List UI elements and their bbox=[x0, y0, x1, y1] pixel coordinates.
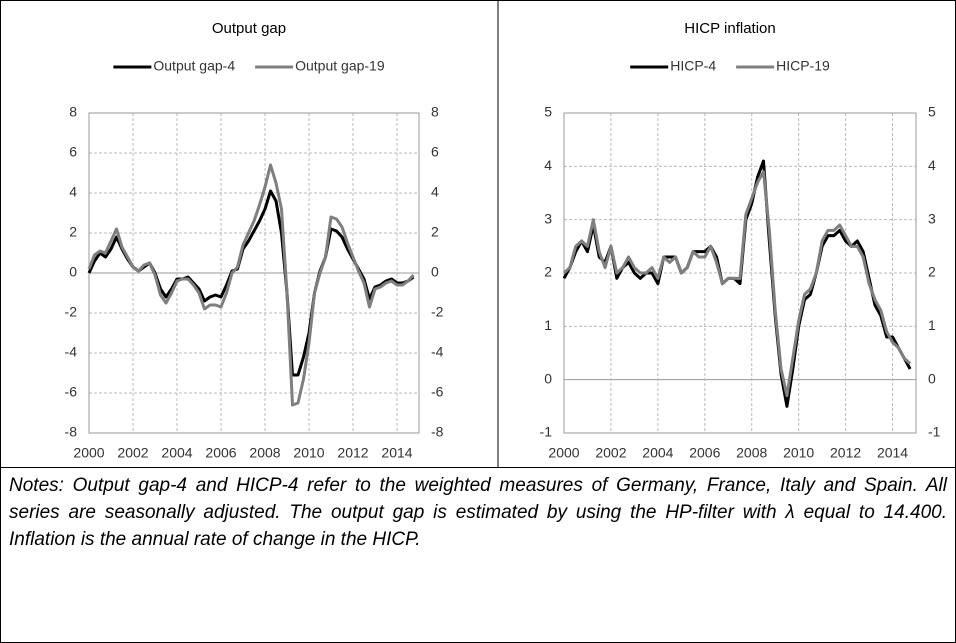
notes: Notes: Output gap-4 and HICP-4 refer to … bbox=[1, 467, 955, 642]
x-tick-label: 2010 bbox=[783, 445, 814, 461]
x-tick-label: 2010 bbox=[293, 445, 324, 461]
y2-tick-label: 0 bbox=[928, 370, 936, 386]
y2-tick-label: 2 bbox=[928, 264, 936, 280]
y-tick-label: 3 bbox=[544, 210, 552, 226]
x-tick-label: 2006 bbox=[205, 445, 236, 461]
x-tick-label: 2014 bbox=[381, 445, 412, 461]
chart-title: Output gap bbox=[212, 20, 286, 37]
series-line bbox=[562, 159, 912, 408]
legend-label: HICP-19 bbox=[776, 58, 830, 74]
x-tick-label: 2006 bbox=[689, 445, 720, 461]
x-tick-label: 2002 bbox=[117, 445, 148, 461]
x-tick-label: 2000 bbox=[73, 445, 104, 461]
x-tick-label: 2000 bbox=[548, 445, 579, 461]
y-tick-label: 2 bbox=[69, 224, 77, 240]
y2-tick-label: 4 bbox=[928, 157, 936, 173]
y-tick-label: 4 bbox=[544, 157, 552, 173]
y-tick-label: -8 bbox=[65, 424, 78, 440]
y-tick-label: -1 bbox=[540, 424, 553, 440]
x-tick-label: 2004 bbox=[161, 445, 192, 461]
y2-tick-label: 2 bbox=[431, 224, 439, 240]
y-tick-label: -2 bbox=[65, 304, 78, 320]
y-tick-label: 4 bbox=[69, 184, 77, 200]
y2-tick-label: 6 bbox=[431, 144, 439, 160]
y-tick-label: 2 bbox=[544, 264, 552, 280]
series-line bbox=[562, 170, 912, 398]
x-tick-label: 2008 bbox=[736, 445, 767, 461]
x-tick-label: 2002 bbox=[595, 445, 626, 461]
y2-tick-label: -4 bbox=[431, 344, 444, 360]
y-tick-label: 0 bbox=[544, 370, 552, 386]
y-tick-label: 6 bbox=[69, 144, 77, 160]
y2-tick-label: -8 bbox=[431, 424, 444, 440]
y2-tick-label: 1 bbox=[928, 317, 936, 333]
x-tick-label: 2004 bbox=[642, 445, 673, 461]
legend-label: Output gap-4 bbox=[153, 58, 235, 74]
charts: Output gap -8 -6 -4 -2 0 2 4 6 8 -8 -6 -4 -2 0 2 4 6 8 2000… bbox=[65, 1, 941, 467]
y2-tick-label: 0 bbox=[431, 264, 439, 280]
x-tick-label: 2014 bbox=[877, 445, 908, 461]
y2-tick-label: 3 bbox=[928, 210, 936, 226]
y2-tick-label: 8 bbox=[431, 104, 439, 120]
legend: HICP-4 HICP-19 bbox=[630, 58, 830, 74]
x-tick-label: 2012 bbox=[830, 445, 861, 461]
legend-label: HICP-4 bbox=[670, 58, 716, 74]
y-tick-label: 8 bbox=[69, 104, 77, 120]
y-tick-label: -4 bbox=[65, 344, 78, 360]
y2-tick-label: 5 bbox=[928, 104, 936, 120]
x-tick-label: 2012 bbox=[337, 445, 368, 461]
y2-tick-label: -1 bbox=[928, 424, 941, 440]
series-line bbox=[87, 163, 415, 407]
y-tick-label: -6 bbox=[65, 384, 78, 400]
y-tick-label: 5 bbox=[544, 104, 552, 120]
chart-title: HICP inflation bbox=[684, 20, 775, 37]
legend: Output gap-4 Output gap-19 bbox=[113, 58, 385, 74]
y2-tick-label: -6 bbox=[431, 384, 444, 400]
legend-label: Output gap-19 bbox=[295, 58, 385, 74]
y-tick-label: 1 bbox=[544, 317, 552, 333]
y-tick-label: 0 bbox=[69, 264, 77, 280]
x-tick-label: 2008 bbox=[249, 445, 280, 461]
y2-tick-label: -2 bbox=[431, 304, 444, 320]
y2-tick-label: 4 bbox=[431, 184, 439, 200]
